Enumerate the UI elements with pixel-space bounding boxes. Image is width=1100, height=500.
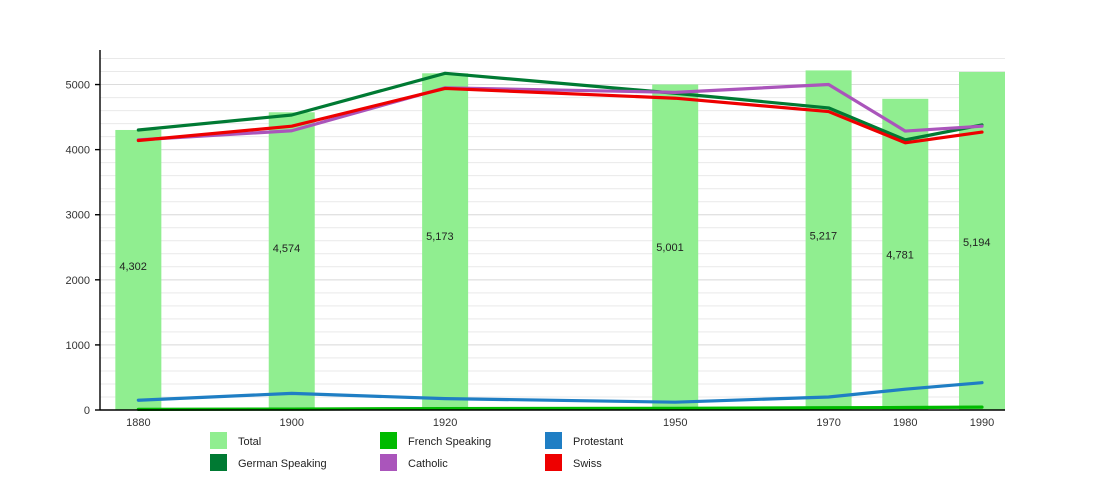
x-axis-tick-label: 1880 <box>126 417 150 429</box>
series-line-french-speaking[interactable] <box>136 405 984 411</box>
legend-swatch <box>380 432 397 449</box>
legend-label: German Speaking <box>238 458 327 470</box>
x-axis-tick-label: 1950 <box>663 417 687 429</box>
legend-label: French Speaking <box>408 436 491 448</box>
bar-value-label: 5,217 <box>810 230 838 242</box>
x-axis-tick-label: 1980 <box>893 417 917 429</box>
bar-value-label: 4,574 <box>273 243 301 255</box>
y-axis-tick-label: 3000 <box>66 210 90 222</box>
y-axis-tick-label: 1000 <box>66 340 90 352</box>
y-axis-tick-label: 2000 <box>66 275 90 287</box>
total-bars-group[interactable] <box>115 70 1005 411</box>
x-axis-tick-label: 1970 <box>816 417 840 429</box>
bar-value-label: 5,173 <box>426 231 454 243</box>
total-bar[interactable] <box>805 70 852 411</box>
minor-gridlines <box>100 58 1005 411</box>
legend-item-swiss[interactable]: Swiss <box>545 454 602 471</box>
legend-label: Protestant <box>573 436 623 448</box>
x-axis: 1880 1900 1920 1950 1970 1980 1990 <box>100 409 1005 429</box>
x-axis-tick-label: 1900 <box>279 417 303 429</box>
y-axis-tick-label: 5000 <box>66 80 90 92</box>
series-line-catholic[interactable] <box>136 82 984 142</box>
chart-legend[interactable]: Total French Speaking Protestant German Spe… <box>210 432 623 471</box>
legend-swatch <box>210 432 227 449</box>
series-line-swiss[interactable] <box>136 86 984 145</box>
legend-label: Swiss <box>573 458 602 470</box>
legend-label: Total <box>238 436 261 448</box>
major-gridlines <box>100 84 1005 346</box>
total-bar[interactable] <box>882 98 929 411</box>
legend-swatch <box>210 454 227 471</box>
x-axis-tick-label: 1920 <box>433 417 457 429</box>
total-bar[interactable] <box>422 73 469 410</box>
legend-item-catholic[interactable]: Catholic <box>380 454 448 471</box>
legend-swatch <box>545 454 562 471</box>
series-lines-group[interactable] <box>136 71 984 411</box>
x-axis-tick-label: 1990 <box>970 417 994 429</box>
bar-value-label: 5,001 <box>656 242 684 254</box>
bar-value-label: 4,781 <box>886 249 914 261</box>
y-axis-tick-label: 0 <box>84 405 90 417</box>
total-bar[interactable] <box>652 84 699 411</box>
legend-item-french-speaking[interactable]: French Speaking <box>380 432 491 449</box>
bar-value-labels-group: 4,302 4,574 5,173 5,001 5,217 4,781 5,194 <box>119 230 990 273</box>
legend-item-protestant[interactable]: Protestant <box>545 432 623 449</box>
legend-label: Catholic <box>408 458 448 470</box>
bar-value-label: 5,194 <box>963 237 991 249</box>
legend-swatch <box>380 454 397 471</box>
y-axis: 0 1000 2000 3000 4000 5000 <box>66 50 101 417</box>
legend-item-german-speaking[interactable]: German Speaking <box>210 454 327 471</box>
total-bar[interactable] <box>268 112 315 411</box>
total-bar[interactable] <box>115 129 162 410</box>
y-axis-tick-label: 4000 <box>66 145 90 157</box>
legend-swatch <box>545 432 562 449</box>
legend-item-total[interactable]: Total <box>210 432 261 449</box>
series-line-protestant[interactable] <box>136 381 984 404</box>
bar-value-label: 4,302 <box>119 261 147 273</box>
